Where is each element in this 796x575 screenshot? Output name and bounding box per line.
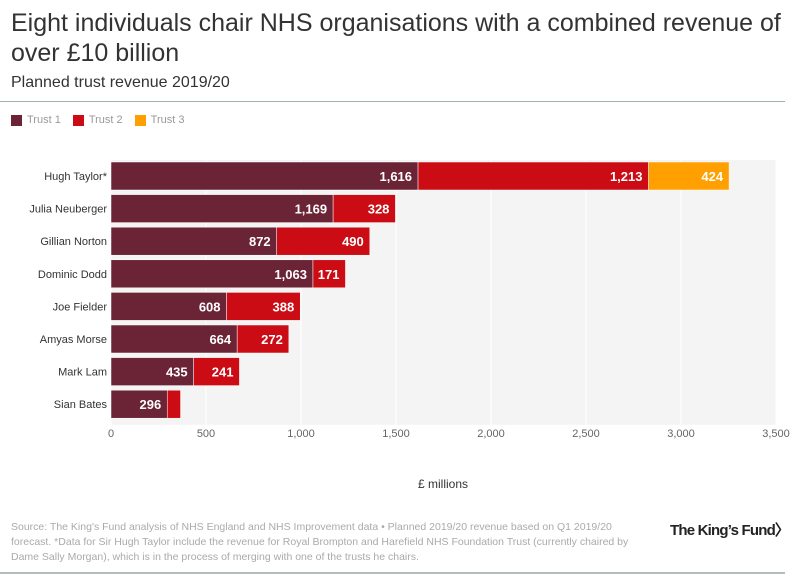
bar-trust-2 bbox=[332, 194, 396, 223]
x-tick-label: 3,500 bbox=[762, 428, 790, 440]
x-tick-label: 0 bbox=[108, 428, 114, 440]
chart-title: Eight individuals chair NHS organisation… bbox=[11, 9, 781, 67]
x-tick-label: 2,500 bbox=[572, 428, 600, 440]
legend: Trust 1 Trust 2 Trust 3 bbox=[11, 114, 184, 126]
legend-swatch bbox=[11, 114, 22, 126]
legend-label: Trust 1 bbox=[27, 114, 61, 126]
bar-trust-1 bbox=[110, 226, 277, 256]
bar-trust-2 bbox=[226, 292, 301, 321]
category-label: Amyas Morse bbox=[40, 334, 107, 346]
data-label: 241 bbox=[212, 365, 234, 380]
bar-trust-1 bbox=[110, 324, 238, 354]
bar-trust-1 bbox=[110, 161, 419, 191]
legend-item: Trust 2 bbox=[72, 114, 123, 126]
x-tick-label: 1,000 bbox=[287, 428, 315, 440]
category-label: Hugh Taylor* bbox=[44, 171, 107, 183]
bar-trust-2 bbox=[417, 161, 649, 191]
bar-trust-1 bbox=[110, 389, 168, 419]
data-label: 1,213 bbox=[610, 169, 643, 184]
legend-swatch bbox=[72, 114, 84, 126]
bar-trust-2 bbox=[312, 259, 346, 289]
bar-trust-1 bbox=[110, 357, 194, 386]
data-label: 490 bbox=[342, 234, 364, 249]
legend-swatch bbox=[134, 114, 146, 126]
x-tick-label: 500 bbox=[197, 428, 215, 440]
data-label: 608 bbox=[199, 299, 221, 314]
data-label: 388 bbox=[273, 299, 295, 314]
data-label: 435 bbox=[166, 365, 188, 380]
data-label: 171 bbox=[318, 267, 340, 282]
bar-trust-1 bbox=[110, 292, 227, 321]
bar-trust-1 bbox=[110, 194, 334, 223]
category-label: Mark Lam bbox=[58, 367, 107, 379]
category-label: Dominic Dodd bbox=[38, 269, 107, 281]
category-label: Joe Fielder bbox=[53, 301, 108, 313]
bar-trust-2 bbox=[236, 324, 290, 354]
data-label: 872 bbox=[249, 234, 271, 249]
legend-item: Trust 3 bbox=[134, 114, 185, 126]
category-label: Sian Bates bbox=[54, 399, 108, 411]
bar-trust-2 bbox=[166, 389, 181, 419]
data-label: 424 bbox=[701, 169, 723, 184]
data-label: 1,169 bbox=[295, 202, 328, 217]
bar-chart: 0 500 1,000 1,500 2,000 2,500 3,000 3,500 Hugh T… bbox=[29, 160, 790, 440]
category-label: Julia Neuberger bbox=[29, 204, 107, 216]
divider bbox=[0, 101, 785, 102]
bar-trust-3 bbox=[648, 161, 730, 191]
x-tick-label: 1,500 bbox=[382, 428, 410, 440]
bar-trust-2 bbox=[276, 226, 371, 256]
bar-trust-1 bbox=[110, 259, 314, 289]
legend-item: Trust 1 bbox=[11, 114, 61, 126]
legend-label: Trust 2 bbox=[88, 114, 123, 126]
legend-label: Trust 3 bbox=[150, 114, 185, 126]
x-axis-label: £ millions bbox=[417, 477, 468, 491]
bar-trust-2 bbox=[193, 357, 240, 386]
data-label: 272 bbox=[261, 332, 283, 347]
category-label: Gillian Norton bbox=[40, 236, 107, 248]
x-tick-label: 3,000 bbox=[667, 428, 695, 440]
data-label: 1,616 bbox=[379, 169, 412, 184]
data-label: 664 bbox=[209, 332, 231, 347]
data-label: 296 bbox=[140, 397, 162, 412]
x-tick-label: 2,000 bbox=[477, 428, 505, 440]
divider bbox=[0, 572, 785, 574]
chart-subtitle: Planned trust revenue 2019/20 bbox=[11, 74, 230, 91]
data-label: 1,063 bbox=[274, 267, 307, 282]
source-note: Source: The King's Fund analysis of NHS … bbox=[11, 521, 629, 563]
data-label: 328 bbox=[368, 202, 390, 217]
kings-fund-logo: The King’s Fund〉 bbox=[670, 522, 790, 539]
